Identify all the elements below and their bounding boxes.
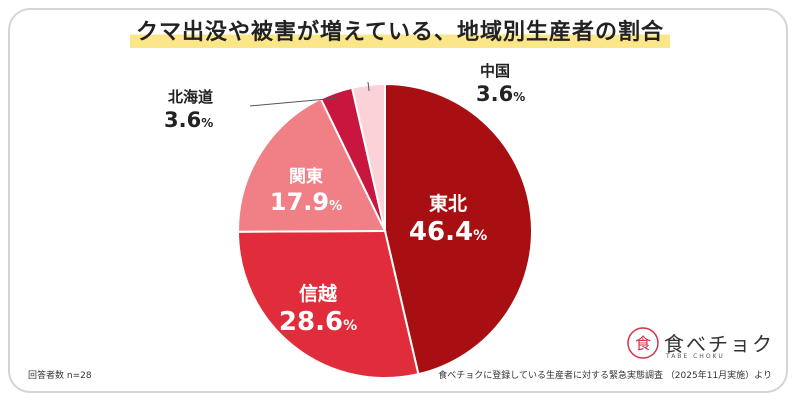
logo-mark-text: 食 <box>635 334 651 353</box>
leader-line-3 <box>249 97 339 107</box>
title-wrap: クマ出没や被害が増えている、地域別生産者の割合 <box>0 14 800 48</box>
slice-value-0: 46.4% <box>409 217 487 247</box>
slice-label-4: 中国 <box>480 62 510 80</box>
pie-slice-0 <box>384 82 533 376</box>
pie-slice-2 <box>237 97 387 233</box>
logo-mark-icon: 食 <box>627 327 659 359</box>
slice-label-3: 北海道 <box>168 88 213 106</box>
logo: 食 食べチョク TABE CHOKU <box>626 326 776 360</box>
slice-value-3: 3.6% <box>164 108 213 132</box>
pie-slice-1 <box>236 229 420 379</box>
chart-title: クマ出没や被害が増えている、地域別生産者の割合 <box>130 14 670 48</box>
slice-value-2: 17.9% <box>270 188 342 216</box>
slice-value-4: 3.6% <box>476 82 525 106</box>
logo-text: 食べチョク <box>664 332 774 356</box>
respondent-count: 回答者数 n=28 <box>28 371 92 381</box>
leader-line-4 <box>367 81 370 91</box>
slice-value-1: 28.6% <box>279 307 357 337</box>
logo-subtext: TABE CHOKU <box>666 353 725 360</box>
slice-label-2: 関東 <box>289 166 323 187</box>
slice-label-1: 信越 <box>299 282 338 305</box>
slice-label-0: 東北 <box>429 192 467 215</box>
source-note: 食べチョクに登録している生産者に対する緊急実態調査 （2025年11月実施）より <box>438 371 772 381</box>
